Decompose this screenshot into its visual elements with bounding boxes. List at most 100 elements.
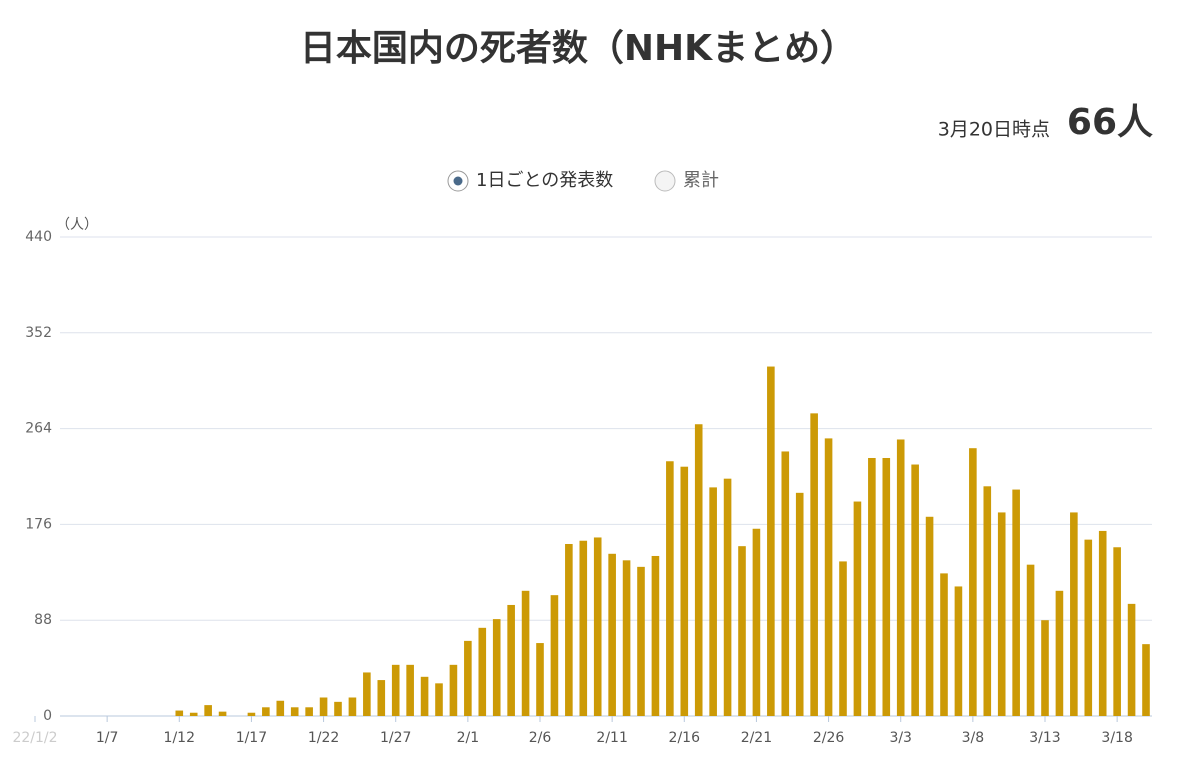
bar [464, 640, 472, 716]
y-tick-label: 264 [25, 421, 52, 437]
bar [622, 560, 631, 716]
bar [218, 711, 227, 716]
x-tick-label: 2/6 [529, 730, 552, 746]
bar [637, 566, 645, 716]
bar [521, 590, 530, 716]
bar [550, 595, 559, 716]
x-tick-label: 1/22 [308, 730, 339, 746]
radio[interactable] [654, 170, 676, 192]
y-tick-label: 176 [25, 516, 52, 532]
bar [579, 540, 588, 716]
bar [969, 448, 977, 716]
bar [694, 424, 703, 716]
bar [781, 451, 790, 716]
bar [420, 676, 429, 716]
y-tick-label: 0 [43, 708, 52, 724]
bar [896, 439, 905, 716]
x-tick-label: 1/12 [164, 730, 195, 746]
bar [276, 700, 285, 716]
bar [391, 664, 400, 716]
x-tick-label: 2/1 [457, 730, 480, 746]
x-tick-label: 2/21 [741, 730, 772, 746]
option-label[interactable]: 累計 [683, 170, 719, 191]
y-tick-label: 88 [34, 612, 52, 628]
bar [1012, 489, 1020, 716]
bar [565, 543, 573, 716]
x-tick-label: 1/17 [236, 730, 267, 746]
bar [709, 487, 717, 716]
bar [175, 710, 184, 716]
bar [954, 586, 963, 716]
y-unit: （人） [56, 217, 98, 233]
x-tick-label: 3/3 [889, 730, 912, 746]
x-tick-label: 2/11 [596, 730, 627, 746]
bar [723, 478, 732, 716]
bar [1098, 530, 1107, 716]
y-tick-label: 440 [25, 229, 52, 245]
bar [507, 604, 515, 716]
radio-dot [453, 176, 463, 186]
bar [824, 438, 833, 716]
bar [1084, 539, 1093, 716]
x-tick-label: 22/1/2 [12, 730, 57, 746]
bar [882, 457, 891, 716]
bar [868, 457, 876, 716]
bar [853, 501, 862, 716]
bar [478, 627, 487, 716]
bar [262, 707, 270, 716]
bar [752, 528, 761, 716]
bar [795, 492, 804, 716]
bar [305, 707, 313, 716]
bar [334, 701, 342, 716]
x-tick-label: 2/16 [669, 730, 701, 746]
bar [940, 573, 948, 716]
as-of: 3月20日時点 [938, 119, 1050, 141]
bar [319, 697, 328, 716]
bar [449, 664, 458, 716]
bar [492, 619, 501, 716]
bar [1127, 603, 1136, 716]
bar [1041, 620, 1049, 716]
bar [1113, 547, 1121, 716]
bar [911, 464, 919, 716]
x-tick-label: 3/13 [1029, 730, 1060, 746]
bar [997, 512, 1006, 716]
bar [666, 461, 674, 716]
bar [680, 466, 689, 716]
bar [767, 366, 775, 716]
option-label[interactable]: 1日ごとの発表数 [476, 170, 613, 191]
bar [983, 486, 992, 716]
bar [925, 516, 934, 716]
bar [536, 643, 544, 716]
bar [1070, 512, 1078, 716]
bar [810, 413, 818, 716]
bar [1026, 564, 1035, 716]
bar [593, 537, 602, 716]
x-tick-label: 3/8 [962, 730, 985, 746]
bar [290, 707, 299, 716]
bar [1055, 590, 1064, 716]
bar [406, 664, 414, 716]
bar [189, 712, 198, 716]
bar [738, 546, 746, 716]
bar [377, 680, 386, 716]
bar [435, 683, 443, 716]
bar [348, 697, 357, 716]
radio-total[interactable]: 累計 [654, 170, 719, 192]
bar [204, 705, 212, 716]
x-tick-label: 1/27 [380, 730, 411, 746]
x-tick-label: 2/26 [813, 730, 845, 746]
bar [1142, 644, 1150, 716]
y-tick-label: 352 [25, 325, 52, 341]
radio-daily[interactable]: 1日ごとの発表数 [447, 170, 613, 192]
bar [839, 561, 847, 716]
bar [651, 555, 660, 716]
latest-value: 66人 [1067, 102, 1153, 143]
x-tick-label: 1/7 [96, 730, 119, 746]
bar [608, 553, 616, 716]
bar [363, 672, 371, 716]
chart-title: 日本国内の死者数（NHKまとめ） [300, 28, 856, 69]
bar [247, 712, 256, 716]
